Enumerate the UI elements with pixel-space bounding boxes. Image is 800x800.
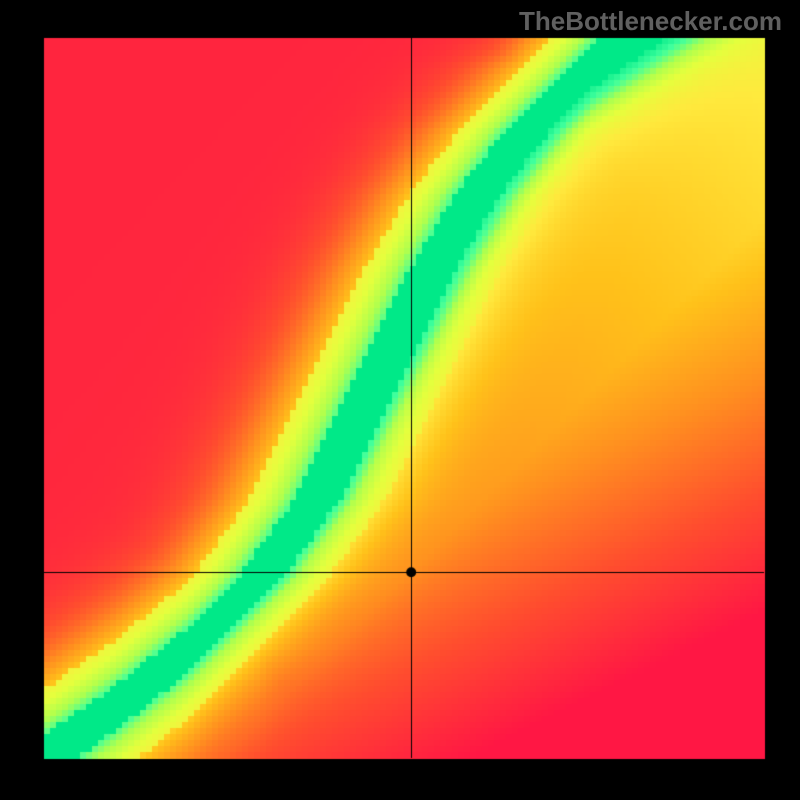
chart-container: TheBottlenecker.com: [0, 0, 800, 800]
bottleneck-heatmap: [0, 0, 800, 800]
watermark-text: TheBottlenecker.com: [519, 6, 782, 37]
